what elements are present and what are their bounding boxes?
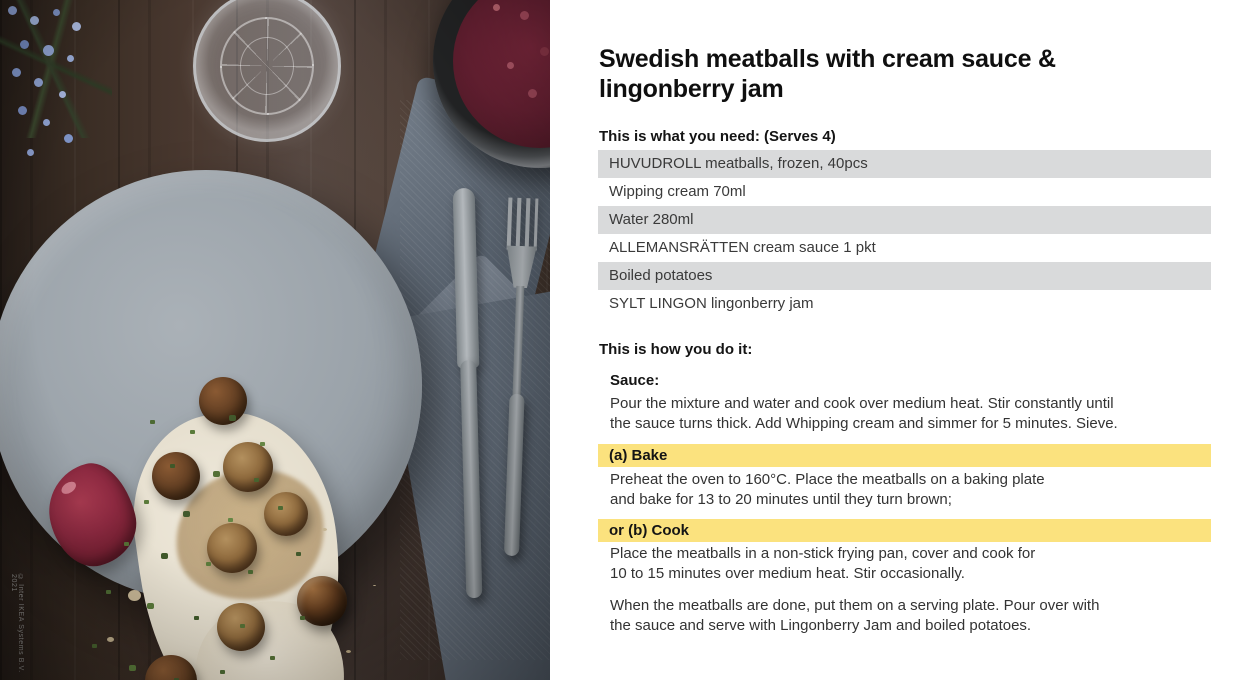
- cook-step-text: Place the meatballs in a non-stick fryin…: [610, 545, 1036, 582]
- lingonberry-jam: [453, 0, 550, 148]
- meatball: [152, 452, 200, 500]
- blue-flowers: [8, 6, 17, 15]
- meatball: [217, 603, 265, 651]
- recipe-title: Swedish meatballs with cream sauce & lin…: [599, 45, 1056, 103]
- ingredient-row: Boiled potatoes: [598, 262, 1211, 290]
- meatball: [199, 377, 247, 425]
- knife-handle: [460, 359, 483, 599]
- serving-step-text: When the meatballs are done, put them on…: [610, 597, 1100, 634]
- ingredient-row: SYLT LINGON lingonberry jam: [598, 290, 1211, 318]
- copyright-watermark: © Inter IKEA Systems B.V. 2021: [10, 574, 24, 673]
- plate: [0, 170, 422, 680]
- meatball: [264, 492, 308, 536]
- sauce-step-text: Pour the mixture and water and cook over…: [610, 395, 1118, 432]
- ingredients-heading: This is what you need: (Serves 4): [599, 128, 836, 145]
- sauce-step-label: Sauce:: [610, 372, 660, 389]
- knife-blade: [452, 187, 480, 369]
- fork-handle: [503, 393, 525, 557]
- jam-highlights: [493, 4, 500, 11]
- water-glass: [193, 0, 341, 142]
- meatball: [207, 523, 257, 573]
- steps-heading: This is how you do it:: [599, 341, 753, 358]
- ingredient-row: HUVUDROLL meatballs, frozen, 40pcs: [598, 150, 1211, 178]
- bake-step-header: (a) Bake: [598, 444, 1211, 467]
- ingredients-list: HUVUDROLL meatballs, frozen, 40pcs Wippi…: [598, 150, 1211, 318]
- meatball: [223, 442, 273, 492]
- cook-step-header: or (b) Cook: [598, 519, 1211, 542]
- parsley-garnish: [150, 420, 155, 424]
- meatball: [297, 576, 347, 626]
- ingredient-row: ALLEMANSRÄTTEN cream sauce 1 pkt: [598, 234, 1211, 262]
- sauce-drops: [128, 590, 141, 601]
- recipe-panel: Swedish meatballs with cream sauce & lin…: [550, 0, 1260, 680]
- fork-head: [505, 245, 536, 288]
- ingredient-row: Wipping cream 70ml: [598, 178, 1211, 206]
- bake-step-text: Preheat the oven to 160°C. Place the mea…: [610, 471, 1045, 508]
- flower-stems: [0, 0, 112, 138]
- fork-stem: [512, 285, 525, 399]
- food-photo: © Inter IKEA Systems B.V. 2021: [0, 0, 550, 680]
- fork-tines: [506, 197, 539, 251]
- ingredient-row: Water 280ml: [598, 206, 1211, 234]
